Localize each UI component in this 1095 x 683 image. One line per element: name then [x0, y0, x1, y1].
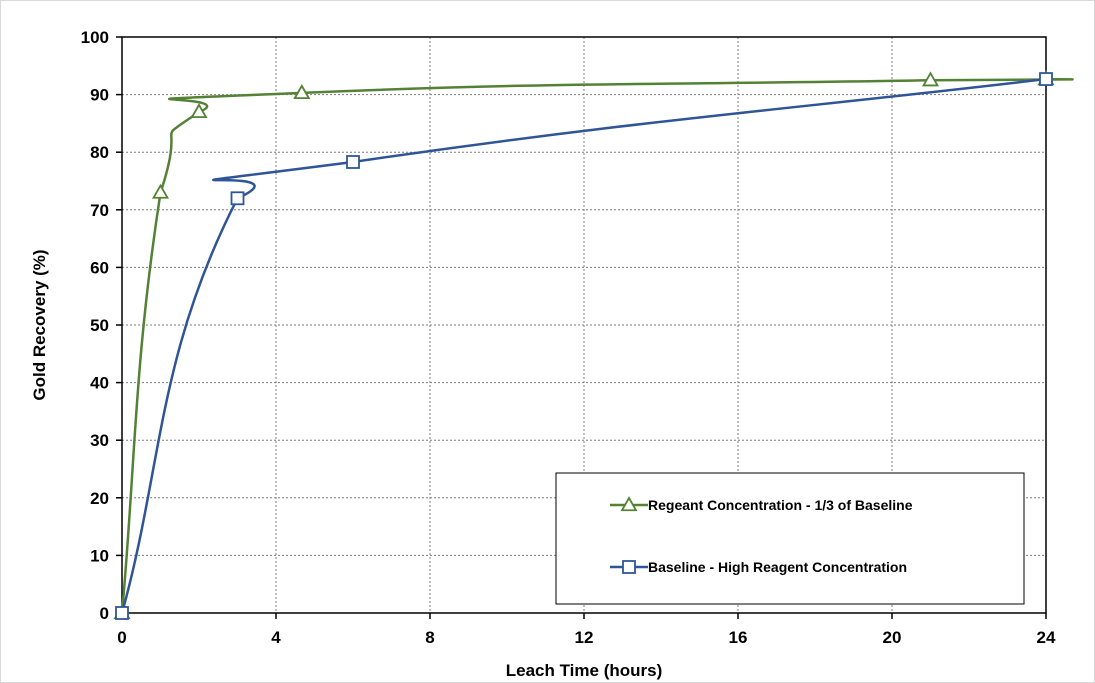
series-layer [113, 70, 1074, 620]
y-tick-label: 50 [90, 316, 109, 335]
data-point [151, 183, 170, 199]
data-point [293, 84, 311, 100]
x-tick-label: 16 [729, 628, 748, 647]
data-point [921, 71, 940, 87]
axis-ticks: 0 10 20 30 40 50 60 70 80 90 100 0 4 8 12 16 20 24 [81, 28, 1056, 647]
y-tick-label: 40 [90, 374, 109, 393]
x-tick-label: 20 [883, 628, 902, 647]
y-tick-label: 20 [90, 489, 109, 508]
legend-marker [620, 496, 638, 512]
data-point [1039, 72, 1053, 86]
x-axis-title: Leach Time (hours) [506, 661, 663, 680]
y-tick-label: 100 [81, 28, 109, 47]
y-tick-label: 0 [100, 604, 109, 623]
data-point [230, 191, 245, 206]
y-tick-label: 70 [90, 201, 109, 220]
x-tick-label: 24 [1037, 628, 1056, 647]
data-point [346, 155, 360, 169]
legend-marker [622, 560, 636, 574]
y-axis-title: Gold Recovery (%) [30, 249, 49, 400]
y-tick-label: 80 [90, 143, 109, 162]
y-tick-label: 60 [90, 258, 109, 277]
legend-item: Baseline - High Reagent Concentration [610, 559, 907, 575]
y-tick-label: 90 [90, 86, 109, 105]
x-tick-label: 12 [575, 628, 594, 647]
series-line [120, 77, 1047, 614]
legend-box [555, 472, 1025, 605]
legend-item: Regeant Concentration - 1/3 of Baseline [610, 496, 913, 513]
legend: Regeant Concentration - 1/3 of Baseline B… [555, 472, 1025, 605]
data-point [115, 606, 129, 620]
y-tick-label: 10 [90, 546, 109, 565]
x-tick-label: 4 [271, 628, 281, 647]
legend-label: Baseline - High Reagent Concentration [648, 559, 907, 575]
data-point [190, 103, 208, 119]
legend-label: Regeant Concentration - 1/3 of Baseline [648, 497, 913, 513]
x-tick-label: 0 [117, 628, 126, 647]
x-tick-label: 8 [425, 628, 434, 647]
y-tick-label: 30 [90, 431, 109, 450]
series-1 [115, 72, 1053, 620]
